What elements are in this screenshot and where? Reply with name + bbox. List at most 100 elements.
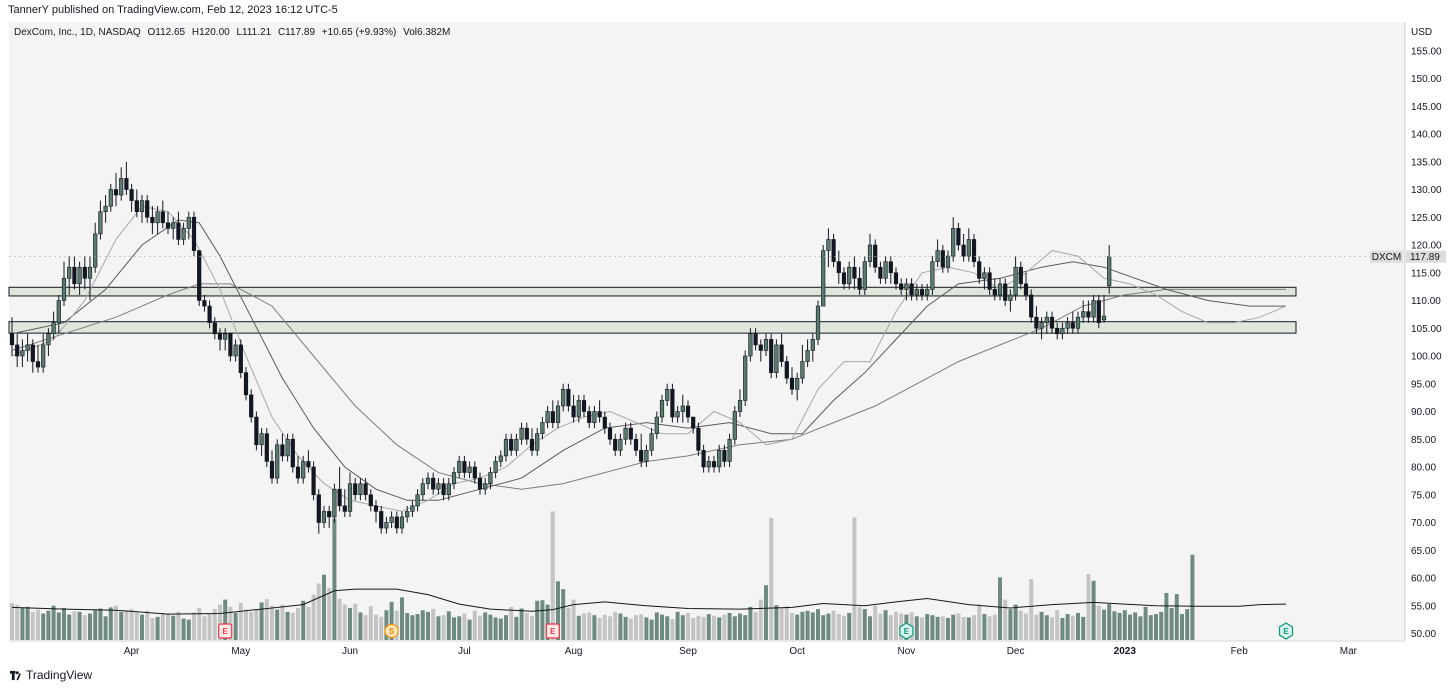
y-tick-label: 65.00	[1411, 546, 1436, 557]
volume-bar	[290, 612, 295, 640]
candle-body	[540, 422, 545, 435]
candle-body	[316, 494, 321, 523]
volume-bar	[1185, 609, 1190, 640]
y-tick-label: 145.00	[1411, 102, 1442, 113]
volume-bar	[1180, 614, 1184, 640]
candle-body	[852, 266, 857, 279]
volume-bar	[301, 600, 306, 640]
candle-body	[113, 189, 119, 196]
price-tag	[1406, 250, 1446, 263]
volume-bar	[758, 599, 763, 640]
volume-bar	[561, 589, 566, 640]
volume-bar	[436, 616, 441, 640]
candle-body	[1008, 294, 1013, 301]
volume-bar	[202, 616, 207, 640]
volume-bar	[238, 602, 243, 640]
candle-body	[649, 433, 654, 451]
volume-bar	[946, 617, 950, 640]
candle-body	[795, 377, 800, 390]
volume-bar	[457, 616, 462, 640]
candle-body	[971, 239, 977, 262]
volume-bar	[613, 611, 618, 640]
candle-body	[207, 305, 212, 323]
candle-body	[108, 189, 113, 207]
volume-bar	[223, 599, 228, 640]
volume-bar	[1065, 614, 1070, 640]
candle-body	[1070, 322, 1075, 329]
price-label: 117.89	[1410, 252, 1440, 263]
currency-label: USD	[1411, 27, 1432, 38]
volume-bar	[30, 611, 35, 640]
candle-body	[425, 477, 431, 484]
candle-body	[467, 466, 472, 473]
y-tick-label: 100.00	[1411, 352, 1442, 363]
candle-body	[446, 483, 451, 496]
volume-bar	[556, 581, 560, 640]
candle-body	[410, 505, 415, 512]
candle-body	[680, 405, 685, 412]
volume-bar	[1070, 615, 1075, 640]
volume-bar	[1154, 614, 1158, 640]
volume-bar	[15, 604, 20, 640]
event-label: E	[1283, 627, 1289, 636]
candle-body	[774, 344, 779, 373]
candle-body	[982, 272, 987, 279]
candle-body	[659, 400, 665, 418]
volume-bar	[831, 610, 836, 640]
tradingview-brand[interactable]: TradingView	[10, 668, 92, 682]
volume-bar	[1190, 554, 1195, 640]
candle-body	[1018, 266, 1023, 285]
candle-body	[997, 283, 1003, 296]
volume-bar	[498, 618, 503, 640]
candle-body	[1034, 316, 1039, 329]
candle-body	[373, 505, 379, 512]
y-tick-label: 60.00	[1411, 574, 1436, 585]
volume-bar	[868, 616, 872, 640]
volume-bar	[816, 609, 820, 640]
candle-body	[202, 300, 207, 307]
volume-bar	[88, 613, 92, 640]
candle-body	[810, 339, 815, 351]
y-tick-label: 50.00	[1411, 629, 1436, 640]
volume-bar	[446, 611, 451, 640]
x-tick-label: 2023	[1114, 646, 1137, 657]
volume-bar	[129, 609, 134, 640]
candle-body	[628, 427, 633, 440]
volume-value: Vol6.382M	[403, 27, 451, 38]
candle-body	[867, 244, 873, 262]
candle-body	[155, 211, 160, 224]
candle-body	[306, 461, 311, 468]
volume-bar	[852, 517, 857, 640]
volume-bar	[420, 610, 425, 640]
volume-bar	[1018, 610, 1023, 640]
candle-body	[878, 266, 883, 279]
candle-body	[592, 411, 597, 423]
volume-bar	[608, 616, 612, 640]
candle-body	[800, 361, 805, 379]
volume-bar	[862, 609, 867, 640]
volume-bar	[337, 598, 342, 640]
candle-body	[129, 189, 134, 201]
volume-bar	[82, 615, 87, 640]
volume-bar	[623, 616, 628, 640]
candle-body	[956, 228, 961, 246]
ma-fast-line	[11, 205, 1287, 512]
volume-bar	[727, 612, 732, 640]
candle-body	[940, 250, 945, 268]
volume-bar	[597, 617, 602, 640]
volume-bar	[348, 607, 352, 640]
volume-bar	[717, 617, 722, 640]
candle-body	[961, 244, 966, 257]
candle-body	[550, 411, 555, 423]
volume-bar	[878, 613, 883, 640]
candle-body	[545, 411, 550, 423]
volume-bar	[732, 616, 737, 640]
candle-body	[519, 427, 524, 440]
candle-body	[607, 427, 613, 440]
candle-body	[1044, 316, 1049, 323]
volume-bar	[602, 614, 607, 640]
volume-bar	[550, 511, 555, 640]
volume-bar	[847, 612, 852, 640]
volume-bar	[472, 610, 477, 640]
